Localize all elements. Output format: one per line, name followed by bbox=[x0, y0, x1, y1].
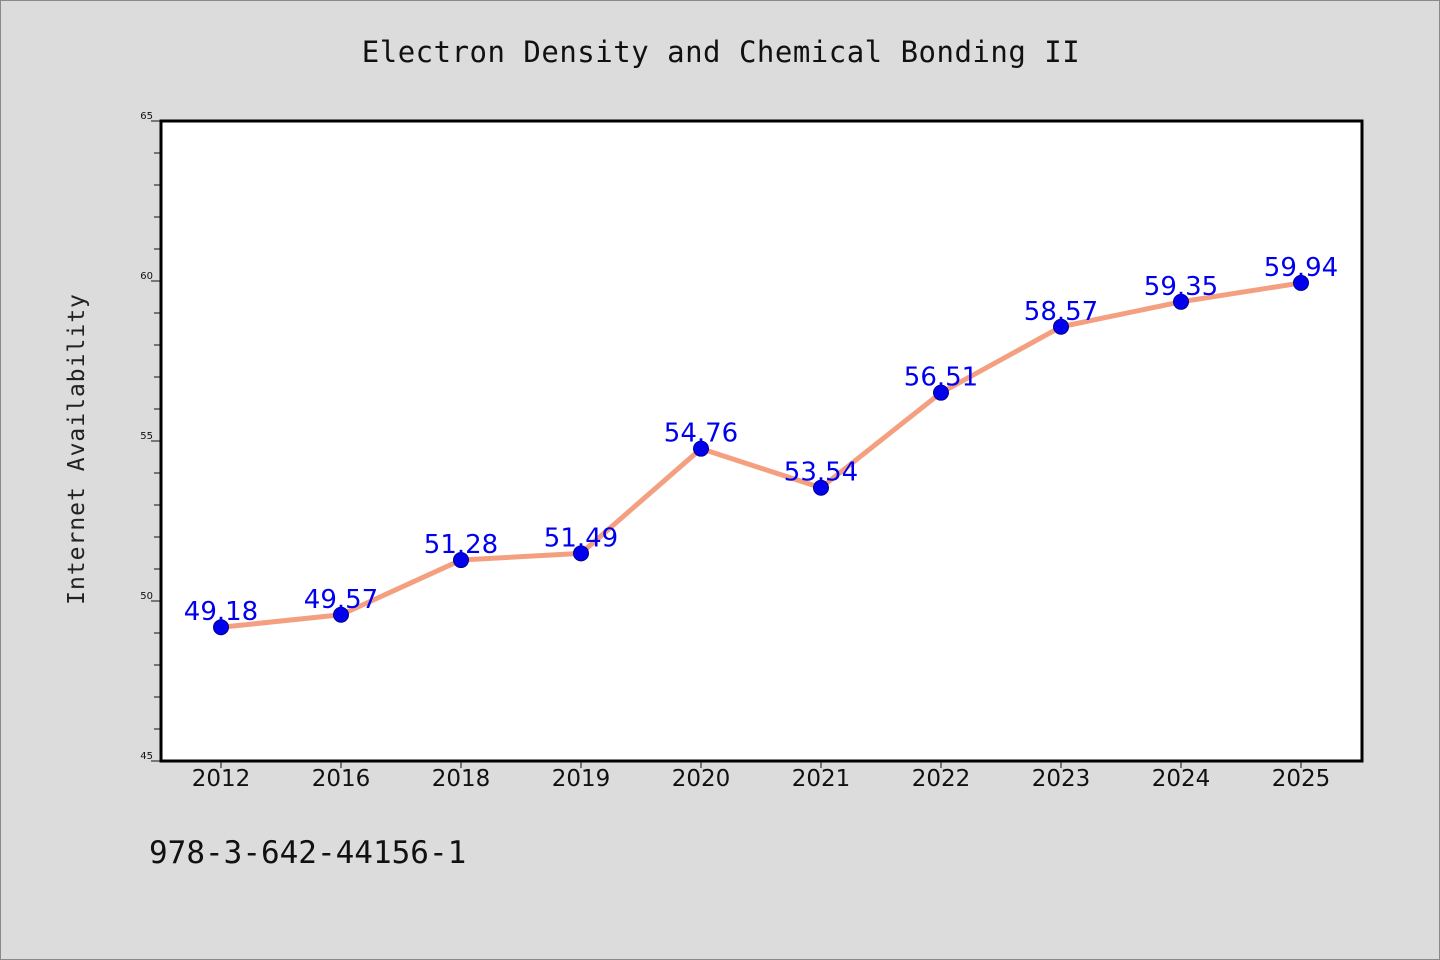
data-label: 59.94 bbox=[1264, 253, 1338, 283]
data-label: 49.18 bbox=[184, 597, 258, 627]
x-tick-label: 2019 bbox=[552, 766, 611, 792]
y-tick-label: 45 bbox=[140, 751, 153, 762]
data-point bbox=[213, 619, 229, 636]
plot-frame bbox=[159, 119, 1364, 763]
data-point bbox=[453, 552, 469, 569]
data-label: 56.51 bbox=[904, 363, 978, 393]
data-point bbox=[333, 606, 349, 623]
x-tick-label: 2024 bbox=[1152, 766, 1211, 792]
data-label: 51.28 bbox=[424, 530, 498, 560]
x-tick-label: 2016 bbox=[312, 766, 371, 792]
x-tick-label: 2012 bbox=[192, 766, 251, 792]
x-tick-label: 2022 bbox=[912, 766, 971, 792]
data-point bbox=[1173, 293, 1189, 310]
chart-title: Electron Density and Chemical Bonding II bbox=[361, 35, 1081, 69]
data-label: 51.49 bbox=[544, 523, 618, 553]
y-tick-label: 65 bbox=[140, 111, 153, 122]
data-point bbox=[1293, 274, 1309, 291]
data-point bbox=[933, 384, 949, 401]
x-tick-label: 2023 bbox=[1032, 766, 1091, 792]
data-label: 49.57 bbox=[304, 585, 378, 615]
footer-code: 978-3-642-44156-1 bbox=[149, 835, 467, 871]
data-point bbox=[1053, 318, 1069, 335]
y-tick-label: 55 bbox=[140, 431, 153, 442]
data-point bbox=[693, 440, 709, 457]
x-tick-label: 2025 bbox=[1272, 766, 1331, 792]
series-line bbox=[218, 280, 1304, 630]
data-label: 53.54 bbox=[784, 458, 858, 488]
data-label: 59.35 bbox=[1144, 272, 1218, 302]
data-point bbox=[813, 479, 829, 496]
plot-area bbox=[161, 121, 1362, 761]
x-tick-label: 2020 bbox=[672, 766, 731, 792]
data-point bbox=[573, 545, 589, 562]
x-tick-label: 2018 bbox=[432, 766, 491, 792]
data-label: 54.76 bbox=[664, 419, 738, 449]
data-label: 58.57 bbox=[1024, 297, 1098, 327]
y-tick-label: 60 bbox=[140, 271, 153, 282]
x-tick-label: 2021 bbox=[792, 766, 851, 792]
y-tick-label: 50 bbox=[140, 591, 153, 602]
